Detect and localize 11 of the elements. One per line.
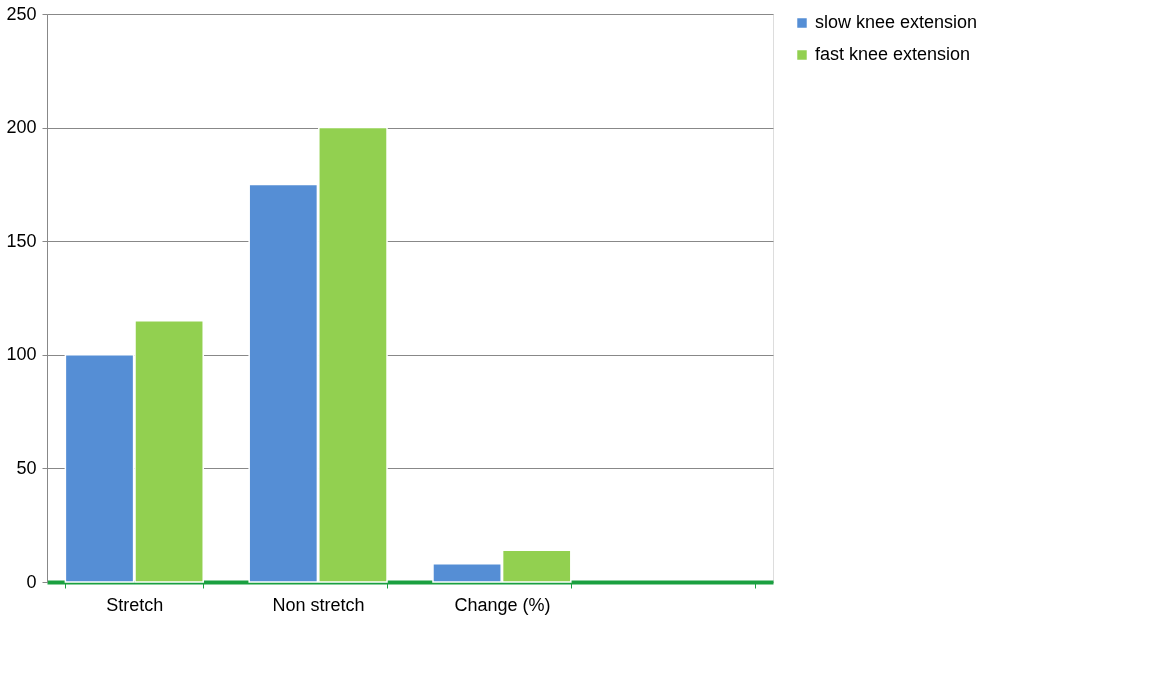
x-tick-label: Stretch	[106, 594, 164, 615]
y-tick-label: 50	[16, 457, 37, 478]
x-tick-label: Non stretch	[272, 594, 365, 615]
y-tick-label: 200	[6, 117, 37, 138]
y-tick-label: 250	[6, 3, 37, 24]
legend-label: fast knee extension	[815, 44, 971, 64]
y-tick-label: 150	[6, 230, 37, 251]
legend-label: slow knee extension	[815, 12, 978, 32]
y-tick-label: 0	[26, 571, 37, 592]
x-tick-label: Change (%)	[454, 594, 551, 615]
y-tick-label: 100	[6, 344, 37, 365]
